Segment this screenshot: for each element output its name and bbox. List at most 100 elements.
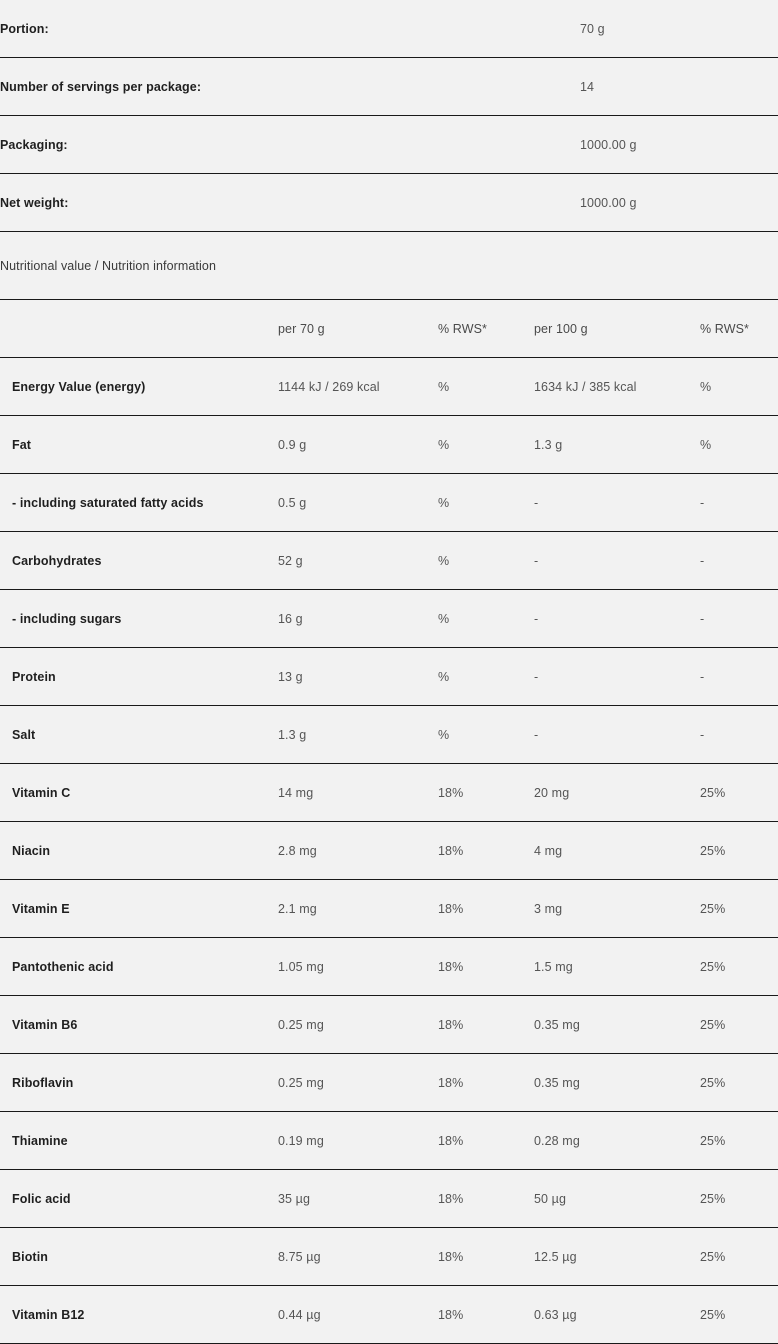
spec-value-servings: 14 xyxy=(580,57,778,116)
nutrient-rws-100g: 25% xyxy=(700,1053,778,1112)
nutrition-header-rws-portion: % RWS* xyxy=(438,300,534,358)
nutrient-per-portion: 1144 kJ / 269 kcal xyxy=(278,357,438,416)
nutrient-per-portion: 0.44 µg xyxy=(278,1285,438,1344)
table-row: - including sugars 16 g % - - xyxy=(0,589,778,648)
nutrient-per-portion: 1.3 g xyxy=(278,705,438,764)
nutrient-rws-portion: 18% xyxy=(438,821,534,880)
nutrient-rws-portion: 18% xyxy=(438,879,534,938)
nutrient-per-portion: 14 mg xyxy=(278,763,438,822)
nutrition-table: per 70 g % RWS* per 100 g % RWS* Energy … xyxy=(0,300,778,1344)
table-row: Protein 13 g % - - xyxy=(0,647,778,706)
table-row: - including saturated fatty acids 0.5 g … xyxy=(0,473,778,532)
nutrient-name: - including sugars xyxy=(0,589,278,648)
nutrient-per-portion: 35 µg xyxy=(278,1169,438,1228)
nutrient-per-portion: 8.75 µg xyxy=(278,1227,438,1286)
nutrient-name: Salt xyxy=(0,705,278,764)
nutrition-table-body: Energy Value (energy) 1144 kJ / 269 kcal… xyxy=(0,357,778,1344)
nutrient-per-100g: 1.3 g xyxy=(534,415,700,474)
spec-value-net-weight: 1000.00 g xyxy=(580,173,778,232)
nutrient-rws-100g: - xyxy=(700,531,778,590)
nutrient-per-portion: 2.1 mg xyxy=(278,879,438,938)
nutrient-per-100g: 1.5 mg xyxy=(534,937,700,996)
spec-row-portion: Portion: 70 g xyxy=(0,0,778,58)
table-row: Vitamin C 14 mg 18% 20 mg 25% xyxy=(0,763,778,822)
nutrient-rws-portion: 18% xyxy=(438,1111,534,1170)
spec-value-packaging: 1000.00 g xyxy=(580,115,778,174)
nutrient-per-portion: 13 g xyxy=(278,647,438,706)
nutrient-rws-100g: - xyxy=(700,705,778,764)
nutrient-rws-100g: 25% xyxy=(700,1227,778,1286)
table-row: Salt 1.3 g % - - xyxy=(0,705,778,764)
nutrient-rws-portion: 18% xyxy=(438,763,534,822)
nutrient-per-100g: - xyxy=(534,705,700,764)
nutrient-rws-100g: 25% xyxy=(700,1169,778,1228)
nutrient-name: Folic acid xyxy=(0,1169,278,1228)
spec-value-portion: 70 g xyxy=(580,0,778,58)
nutrient-rws-portion: 18% xyxy=(438,995,534,1054)
table-row: Riboflavin 0.25 mg 18% 0.35 mg 25% xyxy=(0,1053,778,1112)
nutrition-table-head: per 70 g % RWS* per 100 g % RWS* xyxy=(0,300,778,358)
table-row: Biotin 8.75 µg 18% 12.5 µg 25% xyxy=(0,1227,778,1286)
nutrition-header-per-portion: per 70 g xyxy=(278,300,438,358)
nutrient-rws-100g: 25% xyxy=(700,821,778,880)
nutrient-name: Fat xyxy=(0,415,278,474)
nutrient-per-portion: 52 g xyxy=(278,531,438,590)
table-row: Fat 0.9 g % 1.3 g % xyxy=(0,415,778,474)
nutrient-rws-100g: % xyxy=(700,415,778,474)
nutrient-per-portion: 2.8 mg xyxy=(278,821,438,880)
spec-label-net-weight: Net weight: xyxy=(0,173,580,232)
table-row: Carbohydrates 52 g % - - xyxy=(0,531,778,590)
table-row: Vitamin E 2.1 mg 18% 3 mg 25% xyxy=(0,879,778,938)
nutrient-name: Carbohydrates xyxy=(0,531,278,590)
spec-label-portion: Portion: xyxy=(0,0,580,58)
nutrient-name: Pantothenic acid xyxy=(0,937,278,996)
nutrient-rws-100g: 25% xyxy=(700,937,778,996)
nutrition-section-title-row: Nutritional value / Nutrition informatio… xyxy=(0,231,778,300)
nutrient-per-100g: - xyxy=(534,473,700,532)
nutrient-name: Vitamin C xyxy=(0,763,278,822)
nutrient-name: Biotin xyxy=(0,1227,278,1286)
table-row: Vitamin B12 0.44 µg 18% 0.63 µg 25% xyxy=(0,1285,778,1344)
nutrient-per-100g: 1634 kJ / 385 kcal xyxy=(534,357,700,416)
nutrient-name: Niacin xyxy=(0,821,278,880)
nutrient-name: Protein xyxy=(0,647,278,706)
nutrient-per-100g: - xyxy=(534,531,700,590)
nutrient-per-100g: 4 mg xyxy=(534,821,700,880)
nutrient-rws-100g: - xyxy=(700,647,778,706)
nutrient-per-100g: 0.35 mg xyxy=(534,995,700,1054)
spec-row-servings: Number of servings per package: 14 xyxy=(0,57,778,116)
nutrient-per-portion: 0.5 g xyxy=(278,473,438,532)
nutrient-rws-portion: 18% xyxy=(438,937,534,996)
nutrient-per-portion: 16 g xyxy=(278,589,438,648)
nutrient-rws-100g: 25% xyxy=(700,763,778,822)
nutrient-rws-portion: % xyxy=(438,705,534,764)
nutrient-per-portion: 0.9 g xyxy=(278,415,438,474)
nutrient-per-portion: 0.25 mg xyxy=(278,995,438,1054)
nutrient-name: Vitamin B6 xyxy=(0,995,278,1054)
nutrition-header-row: per 70 g % RWS* per 100 g % RWS* xyxy=(0,300,778,358)
nutrient-rws-100g: 25% xyxy=(700,995,778,1054)
nutrition-header-rws-100g: % RWS* xyxy=(700,300,778,358)
nutrient-name: Thiamine xyxy=(0,1111,278,1170)
nutrient-per-100g: 0.63 µg xyxy=(534,1285,700,1344)
table-row: Thiamine 0.19 mg 18% 0.28 mg 25% xyxy=(0,1111,778,1170)
table-row: Folic acid 35 µg 18% 50 µg 25% xyxy=(0,1169,778,1228)
nutrient-rws-100g: % xyxy=(700,357,778,416)
spec-label-packaging: Packaging: xyxy=(0,115,580,174)
nutrient-per-portion: 0.25 mg xyxy=(278,1053,438,1112)
nutrient-rws-100g: 25% xyxy=(700,1111,778,1170)
nutrient-name: Energy Value (energy) xyxy=(0,357,278,416)
nutrient-per-100g: 50 µg xyxy=(534,1169,700,1228)
nutrient-per-100g: - xyxy=(534,589,700,648)
nutrient-rws-100g: - xyxy=(700,589,778,648)
nutrient-rws-portion: 18% xyxy=(438,1053,534,1112)
product-spec-table: Portion: 70 g Number of servings per pac… xyxy=(0,0,778,300)
nutrient-per-100g: 3 mg xyxy=(534,879,700,938)
nutrient-rws-portion: % xyxy=(438,531,534,590)
nutrient-rws-100g: 25% xyxy=(700,1285,778,1344)
spec-row-net-weight: Net weight: 1000.00 g xyxy=(0,173,778,232)
nutrition-header-per-100g: per 100 g xyxy=(534,300,700,358)
nutrition-header-name xyxy=(0,300,278,358)
nutrient-name: - including saturated fatty acids xyxy=(0,473,278,532)
